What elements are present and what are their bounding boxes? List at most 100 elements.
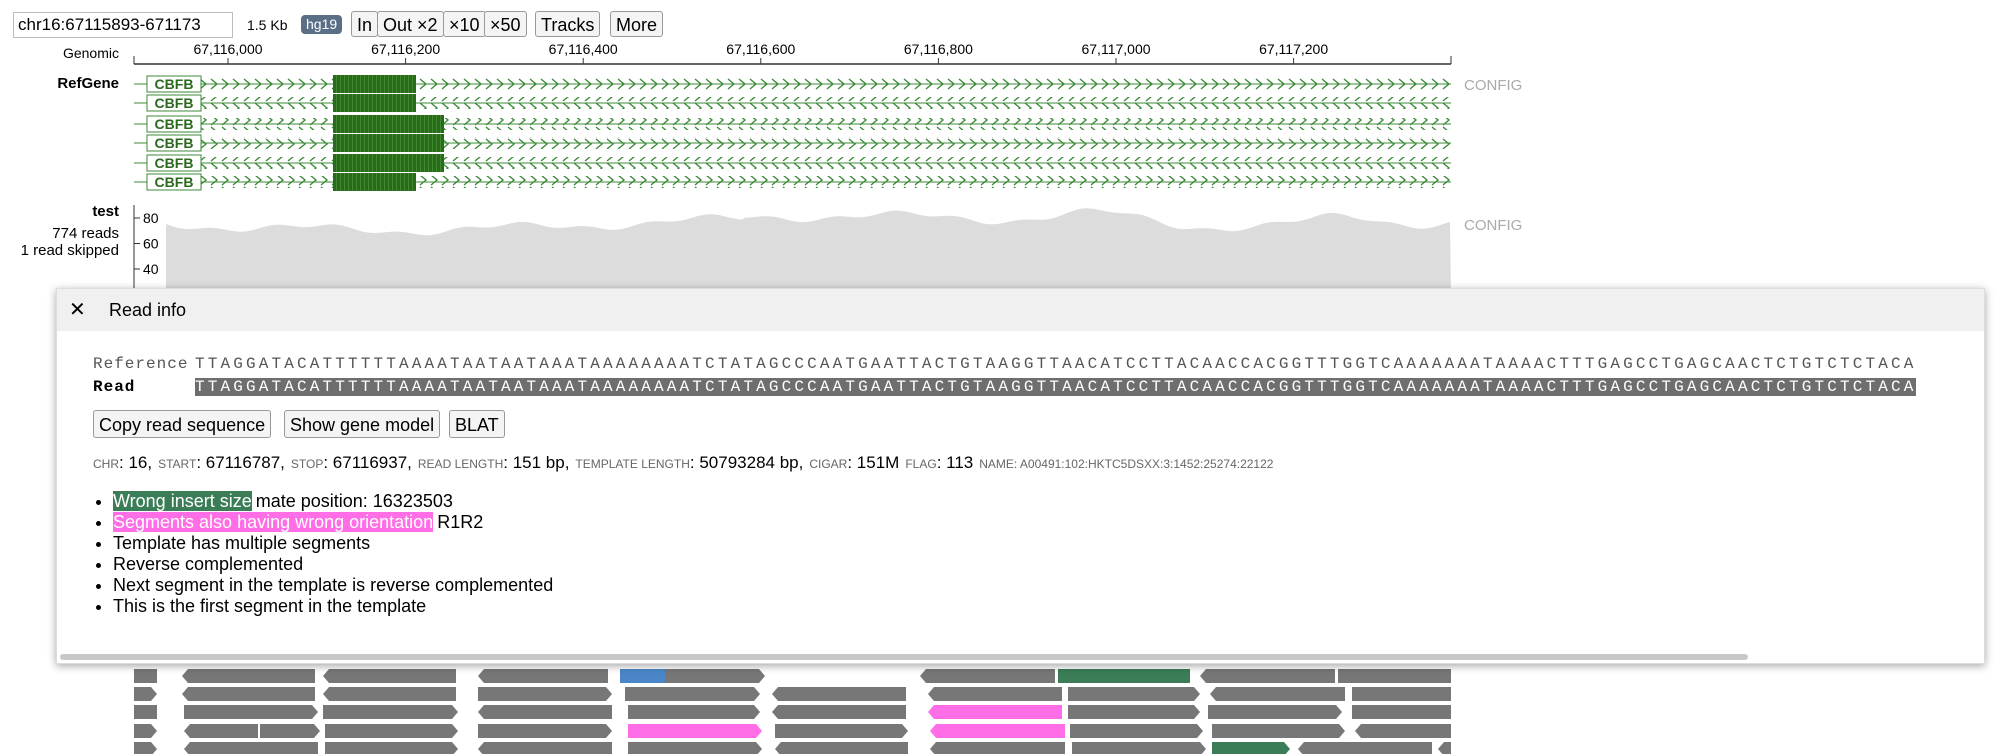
field-value: : 67116937, [323, 453, 412, 472]
read [184, 724, 258, 738]
field-key: CIGAR [809, 457, 848, 471]
read [1068, 705, 1200, 719]
read [1438, 742, 1451, 754]
read-label: Read [93, 378, 136, 396]
ruler-tick-label: 67,116,200 [371, 41, 440, 57]
read [920, 669, 1055, 683]
gene-label: CBFB [155, 116, 194, 132]
close-button[interactable]: ✕ [69, 299, 86, 321]
field: NAME: A00491:102:HKTC5DSXX:3:1452:25274:… [979, 453, 1273, 472]
read [1200, 669, 1335, 683]
read [478, 724, 612, 738]
toolbar-button[interactable]: More [610, 11, 664, 37]
track-label: RefGene [57, 75, 119, 92]
reference-sequence: TTAGGATACATTTTTTAAAATAATAATAAATAAAAAAAAT… [195, 355, 1917, 373]
flag-item: This is the first segment in the templat… [113, 596, 553, 617]
read [772, 705, 906, 719]
alignments [134, 669, 1451, 754]
toolbar-button[interactable]: Tracks [535, 11, 601, 37]
read [1070, 724, 1203, 738]
read [182, 669, 315, 683]
locus-input[interactable]: chr16:67115893-671173 [13, 12, 233, 38]
flag-tag: Segments also having wrong orientation [113, 512, 434, 532]
exon [333, 154, 444, 172]
read [134, 669, 157, 683]
config-link[interactable]: CONFIG [1464, 217, 1522, 234]
read [478, 687, 612, 701]
read [1352, 705, 1451, 719]
field-value: : 16, [119, 453, 153, 472]
flag-text: Template has multiple segments [113, 533, 371, 553]
ruler-tick-label: 67,116,400 [549, 41, 618, 57]
read [182, 687, 315, 701]
flag-text: R1R2 [437, 512, 484, 532]
y-tick-label: 60 [143, 236, 159, 252]
popup-button[interactable]: Show gene model [284, 410, 441, 438]
gene-label-box [146, 154, 202, 172]
flag-text: This is the first segment in the templat… [113, 596, 427, 616]
read [930, 724, 1065, 738]
read [134, 687, 157, 701]
read [325, 742, 458, 754]
flag-item: Template has multiple segments [113, 533, 553, 554]
skipped-count: 1 read skipped [21, 242, 119, 259]
field-key: NAME [979, 457, 1014, 471]
field: CHR: 16, [93, 453, 152, 472]
read-info-popup: ✕ Read info Reference TTAGGATACATTTTTTAAA… [56, 288, 1985, 664]
flag-text: Reverse complemented [113, 554, 304, 574]
exon [333, 115, 444, 133]
toolbar-button[interactable]: In [351, 11, 379, 37]
config-link[interactable]: CONFIG [1464, 77, 1522, 94]
read [134, 705, 157, 719]
read [478, 669, 608, 683]
read [1068, 687, 1200, 701]
read-sequence: TTAGGATACATTTTTTAAAATAATAATAAATAAAAAAAAT… [195, 378, 1917, 396]
genome-badge[interactable]: hg19 [301, 15, 343, 34]
read [134, 724, 157, 738]
popup-button[interactable]: BLAT [449, 410, 505, 438]
track-label: test [92, 203, 119, 220]
exon [333, 75, 416, 93]
gene-rows: CBFB CBFB CBFB CBFB CBFB CBFB [134, 75, 1451, 191]
read [325, 724, 458, 738]
exon [333, 94, 416, 112]
exon [333, 134, 444, 152]
read-row: Read TTAGGATACATTTTTTAAAATAATAATAAATAAAAA… [93, 376, 1917, 398]
ruler-tick-label: 67,116,600 [726, 41, 795, 57]
toolbar-button[interactable]: ×10 [443, 11, 486, 37]
read [1212, 724, 1345, 738]
toolbar-button[interactable]: ×50 [484, 11, 527, 37]
popup-button[interactable]: Copy read sequence [93, 410, 272, 438]
read [628, 742, 762, 754]
popup-header: ✕ Read info [57, 289, 1984, 331]
read [1210, 687, 1345, 701]
region-size: 1.5 Kb [247, 17, 288, 33]
read [323, 669, 456, 683]
read [930, 742, 1065, 754]
gene-label: CBFB [155, 135, 194, 151]
y-tick-label: 40 [143, 261, 159, 277]
reference-row: Reference TTAGGATACATTTTTTAAAATAATAATAAAT… [93, 353, 1916, 375]
flag-text: Next segment in the template is reverse … [113, 575, 554, 595]
gene-label-box [146, 94, 202, 112]
gene-label-box [146, 173, 202, 191]
read [772, 687, 906, 701]
gene-label-box [146, 115, 202, 133]
field-value: : A00491:102:HKTC5DSXX:3:1452:25274:2212… [1013, 457, 1274, 471]
read [625, 687, 760, 701]
read [323, 687, 456, 701]
scrollbar[interactable] [60, 654, 1748, 660]
read [1338, 669, 1451, 683]
read [775, 724, 908, 738]
field-value: : 50793284 bp, [689, 453, 804, 472]
read [665, 669, 765, 683]
field: TEMPLATE LENGTH: 50793284 bp, [575, 453, 803, 472]
reference-label: Reference [93, 355, 189, 373]
toolbar-button[interactable]: Out ×2 [377, 11, 444, 37]
read [1212, 742, 1290, 754]
flag-tag: Wrong insert size [113, 491, 252, 511]
coverage-area [166, 208, 1451, 295]
gene-label: CBFB [155, 76, 194, 92]
